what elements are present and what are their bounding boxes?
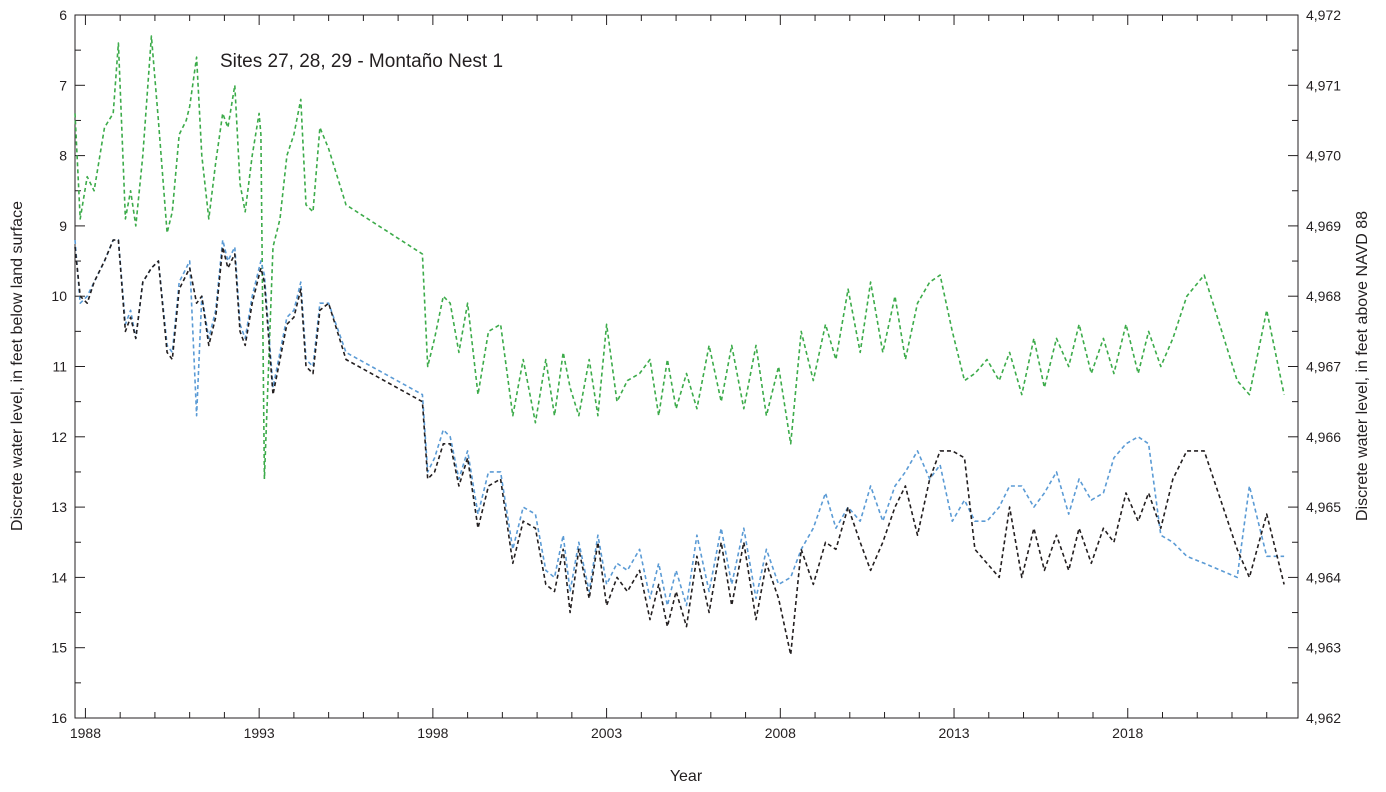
y2-tick-label: 4,966 bbox=[1306, 429, 1341, 445]
y-tick-label: 7 bbox=[59, 77, 67, 93]
x-tick-label: 1988 bbox=[70, 725, 101, 741]
x-tick-label: 1998 bbox=[417, 725, 448, 741]
y-tick-label: 15 bbox=[51, 640, 67, 656]
y-tick-label: 13 bbox=[51, 499, 67, 515]
y2-tick-label: 4,962 bbox=[1306, 710, 1341, 726]
y2-tick-label: 4,963 bbox=[1306, 640, 1341, 656]
x-tick-label: 2008 bbox=[765, 725, 796, 741]
x-tick-label: 2018 bbox=[1112, 725, 1143, 741]
x-tick-label: 2013 bbox=[938, 725, 969, 741]
y2-tick-label: 4,972 bbox=[1306, 7, 1341, 23]
x-axis-label: Year bbox=[670, 768, 703, 785]
series-line-1 bbox=[74, 35, 1285, 480]
x-tick-label: 1993 bbox=[244, 725, 275, 741]
y-tick-label: 6 bbox=[59, 7, 67, 23]
y-tick-label: 14 bbox=[51, 569, 67, 585]
tick-labels: 1988 1993 1998 2003 2008 2013 2018 6 7 8 9 10 11 12 13… bbox=[51, 7, 1341, 741]
y2-tick-label: 4,967 bbox=[1306, 359, 1341, 375]
y-tick-label: 11 bbox=[52, 359, 67, 375]
y-tick-label: 16 bbox=[51, 710, 67, 726]
y2-tick-label: 4,968 bbox=[1306, 288, 1341, 304]
series-line-2 bbox=[74, 239, 1285, 607]
y-tick-label: 10 bbox=[51, 288, 67, 304]
series-line-3 bbox=[74, 239, 1285, 656]
y-tick-label: 9 bbox=[59, 218, 67, 234]
y2-tick-label: 4,970 bbox=[1306, 148, 1341, 164]
y2-tick-label: 4,971 bbox=[1306, 77, 1341, 93]
y-tick-label: 8 bbox=[59, 148, 67, 164]
y2-tick-label: 4,965 bbox=[1306, 499, 1341, 515]
y2-tick-label: 4,964 bbox=[1306, 569, 1341, 585]
chart-title: Sites 27, 28, 29 - Montaño Nest 1 bbox=[220, 51, 503, 72]
x-tick-label: 2003 bbox=[591, 725, 622, 741]
series-lines bbox=[74, 35, 1285, 656]
y-axis-label: Discrete water level, in feet below land… bbox=[9, 201, 26, 531]
y2-tick-label: 4,969 bbox=[1306, 218, 1341, 234]
y2-axis-label: Discrete water level, in feet above NAVD… bbox=[1354, 211, 1371, 521]
y-tick-label: 12 bbox=[51, 429, 67, 445]
